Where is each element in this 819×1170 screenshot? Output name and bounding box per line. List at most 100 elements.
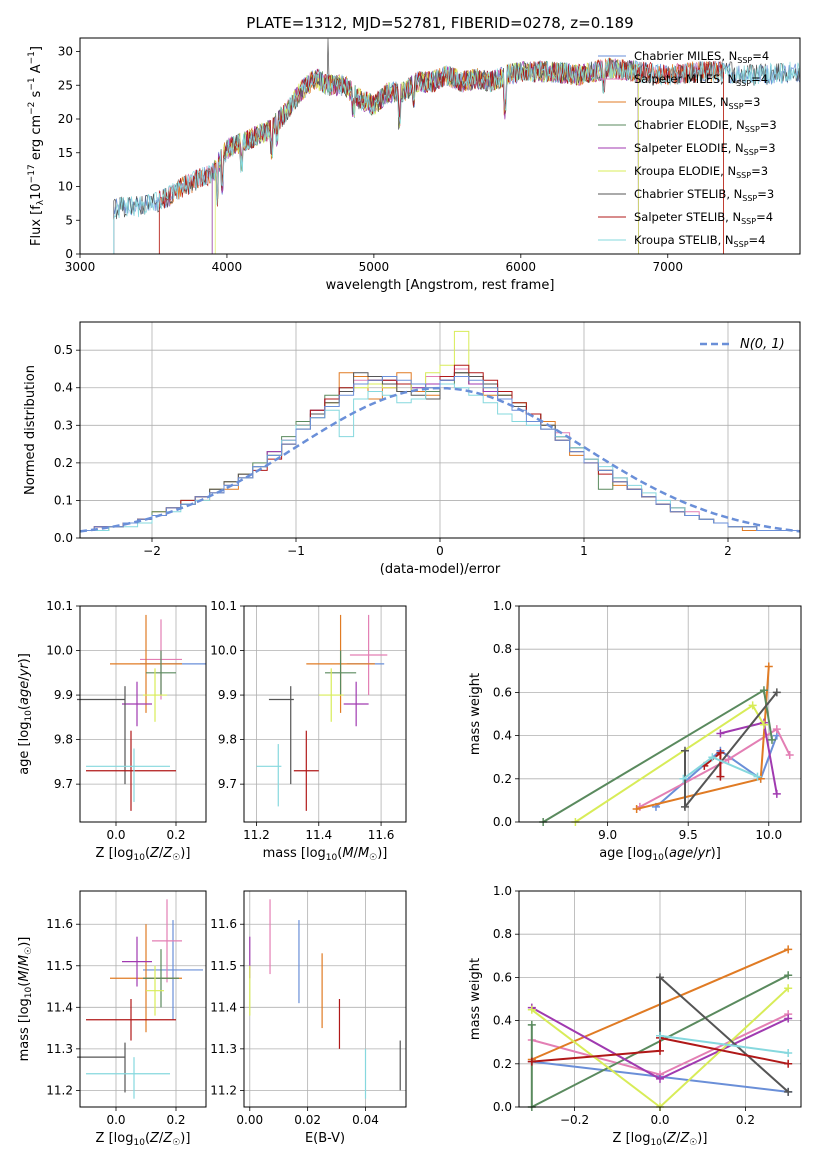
errorbar-point <box>143 920 203 1020</box>
x-tick-label: 0.0 <box>106 828 125 842</box>
weight-marker <box>527 1057 536 1066</box>
age-vs-mass-errorbars <box>256 614 388 811</box>
weight-line <box>531 1036 789 1065</box>
weight-series <box>571 701 768 826</box>
y-tick-label: 30 <box>58 45 73 59</box>
x-tick-label: 7000 <box>652 260 683 274</box>
errorbar-point <box>349 614 388 696</box>
weight-marker <box>527 1005 536 1014</box>
y-tick-label: 0.4 <box>493 729 512 743</box>
mass-vs-z-panel: 0.0 0.2 11.2 11.3 11.4 11.5 11.6 Z [log10(Z/Z☉… <box>17 890 207 1148</box>
y-tick-label: 10 <box>58 180 73 194</box>
x-tick-label: 0.2 <box>166 1113 185 1127</box>
x-tick-label: 2 <box>724 544 732 558</box>
weight-vs-z-xlabel: Z [log10(Z/Z☉)] <box>613 1131 708 1148</box>
y-tick-label: 9.7 <box>218 777 237 791</box>
age-vs-mass-ticks: 11.2 11.4 11.6 9.7 9.8 9.9 10.0 10.1 <box>210 599 394 842</box>
y-tick-label: 10.1 <box>46 599 73 613</box>
y-tick-label: 0.2 <box>493 1057 512 1071</box>
errorbar-point <box>86 999 176 1041</box>
weight-marker <box>784 1014 793 1023</box>
residual-panel: N(0, 1) −2 −1 0 1 2 0.0 0.1 0.2 0.3 0.4 0.5 (data-… <box>23 321 801 577</box>
weight-marker <box>632 805 641 814</box>
residual-ticks: −2 −1 0 1 2 0.0 0.1 0.2 0.3 0.4 0.5 <box>54 343 732 558</box>
errorbar-point <box>143 668 167 722</box>
spectrum-xlabel: wavelength [Angstrom, rest frame] <box>326 278 555 293</box>
spectrum-axes-frame <box>79 37 801 255</box>
weight-marker <box>656 973 664 982</box>
residual-histograms <box>79 330 801 538</box>
y-tick-label: 11.4 <box>210 1000 237 1014</box>
weight-marker <box>680 802 689 811</box>
x-tick-label: 1 <box>580 544 588 558</box>
weight-series <box>656 973 793 1096</box>
legend-label-part: Salpeter ELODIE, N <box>634 141 744 155</box>
legend-label: Kroupa STELIB, NSSP=4 <box>634 233 765 249</box>
legend-label: Kroupa MILES, NSSP=3 <box>634 95 760 111</box>
errorbar-point <box>325 650 357 696</box>
errorbar-point <box>318 668 344 722</box>
y-tick-label: 0.4 <box>54 381 73 395</box>
mass-vs-ebv-axes-frame <box>243 890 407 1108</box>
y-tick-label: 9.9 <box>218 688 237 702</box>
weight-series <box>527 1003 793 1083</box>
legend-label-part: =4 <box>751 72 768 86</box>
spectrum-ticks: 3000 4000 5000 6000 7000 0 5 10 15 20 25 30 <box>58 45 683 275</box>
errorbar-point <box>122 936 152 987</box>
x-tick-label: 10.0 <box>755 828 782 842</box>
y-tick-label: 9.8 <box>54 733 73 747</box>
weight-vs-age-ylabel: mass weight <box>468 673 483 755</box>
y-tick-label: 20 <box>58 112 73 126</box>
spectrum-line <box>158 57 724 254</box>
legend-label: Chabrier STELIB, NSSP=3 <box>634 187 774 203</box>
y-tick-label: 5 <box>65 213 73 227</box>
weight-marker <box>767 735 776 744</box>
legend-label-part: =4 <box>749 233 766 247</box>
y-tick-label: 10.0 <box>46 644 73 658</box>
weight-marker <box>708 753 717 762</box>
weight-vs-age-lines <box>539 662 794 826</box>
x-tick-label: 9.0 <box>598 828 617 842</box>
x-tick-label: 0.0 <box>106 1113 125 1127</box>
age-vs-mass-xlabel: mass [log10(M/M☉)] <box>263 846 388 863</box>
weight-marker <box>656 1074 664 1083</box>
x-tick-label: 5000 <box>359 260 390 274</box>
y-tick-label: 11.3 <box>210 1042 237 1056</box>
legend-label-part: =3 <box>759 141 776 155</box>
weight-series <box>700 748 725 781</box>
y-tick-label: 0.2 <box>54 456 73 470</box>
y-tick-label: 11.6 <box>210 917 237 931</box>
x-tick-label: 0.2 <box>736 1113 755 1127</box>
y-tick-label: 0.8 <box>493 927 512 941</box>
weight-marker <box>764 662 773 671</box>
weight-line <box>659 1034 789 1054</box>
weight-marker <box>759 686 768 695</box>
legend-label-part: Salpeter STELIB, N <box>634 210 741 224</box>
spectrum-lines <box>113 38 800 254</box>
weight-marker <box>784 1087 793 1096</box>
y-tick-label: 1.0 <box>493 884 512 898</box>
weight-vs-age-panel: 9.0 9.5 10.0 0.0 0.2 0.4 0.6 0.8 1.0 age [log10(… <box>468 599 802 863</box>
y-tick-label: 11.4 <box>46 1000 73 1014</box>
weight-marker <box>784 1059 793 1068</box>
y-tick-label: 0.0 <box>493 1100 512 1114</box>
y-tick-label: 11.5 <box>46 959 73 973</box>
y-tick-label: 0.0 <box>493 815 512 829</box>
legend-label-part: Salpeter MILES, N <box>634 72 736 86</box>
age-vs-z-panel: 0.0 0.29.79.89.910.010.1 Z [log10(Z/Z☉)] … <box>17 599 207 863</box>
weight-series <box>527 1010 793 1079</box>
x-tick-label: 0.00 <box>236 1113 263 1127</box>
mass-vs-z-grid <box>80 891 206 1107</box>
x-tick-label: −1 <box>287 544 305 558</box>
x-tick-label: −2 <box>143 544 161 558</box>
errorbar-point <box>152 899 182 983</box>
errorbar-point <box>110 614 182 713</box>
weight-line <box>655 735 778 808</box>
mass-vs-z-errorbars <box>77 899 203 1099</box>
errorbar-point <box>146 965 164 1016</box>
y-tick-label: 25 <box>58 78 73 92</box>
legend-label: Salpeter STELIB, NSSP=4 <box>634 210 773 226</box>
y-tick-label: 0.2 <box>493 772 512 786</box>
